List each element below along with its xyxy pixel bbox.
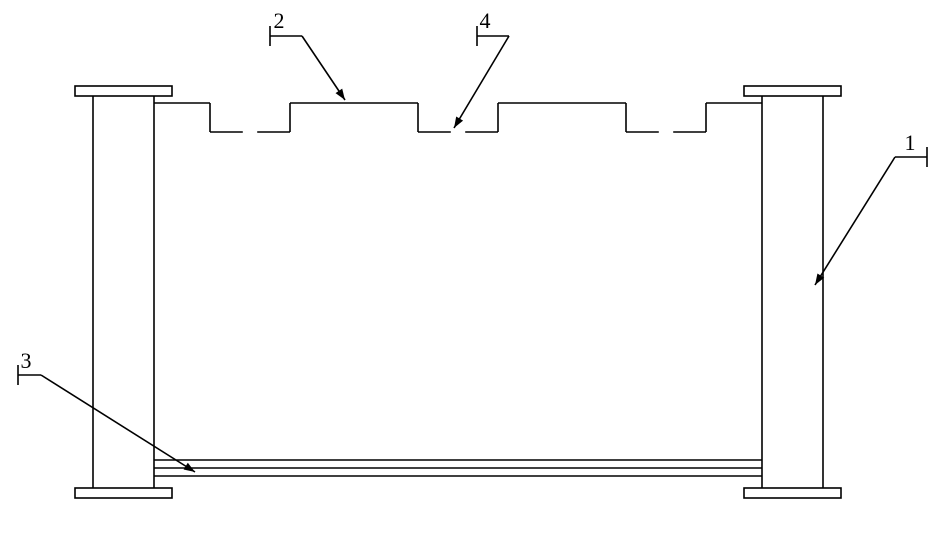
label-2-text: 2 — [274, 8, 285, 33]
label-4: 4 — [480, 8, 491, 33]
label-3-text: 3 — [21, 348, 32, 373]
leg-1 — [75, 86, 172, 498]
label-1: 1 — [905, 130, 916, 155]
structure — [75, 86, 841, 498]
leg-2 — [744, 86, 841, 498]
label-4-text: 4 — [480, 8, 491, 33]
label-2: 2 — [274, 8, 285, 33]
label-1-text: 1 — [905, 130, 916, 155]
label-3: 3 — [21, 348, 32, 373]
